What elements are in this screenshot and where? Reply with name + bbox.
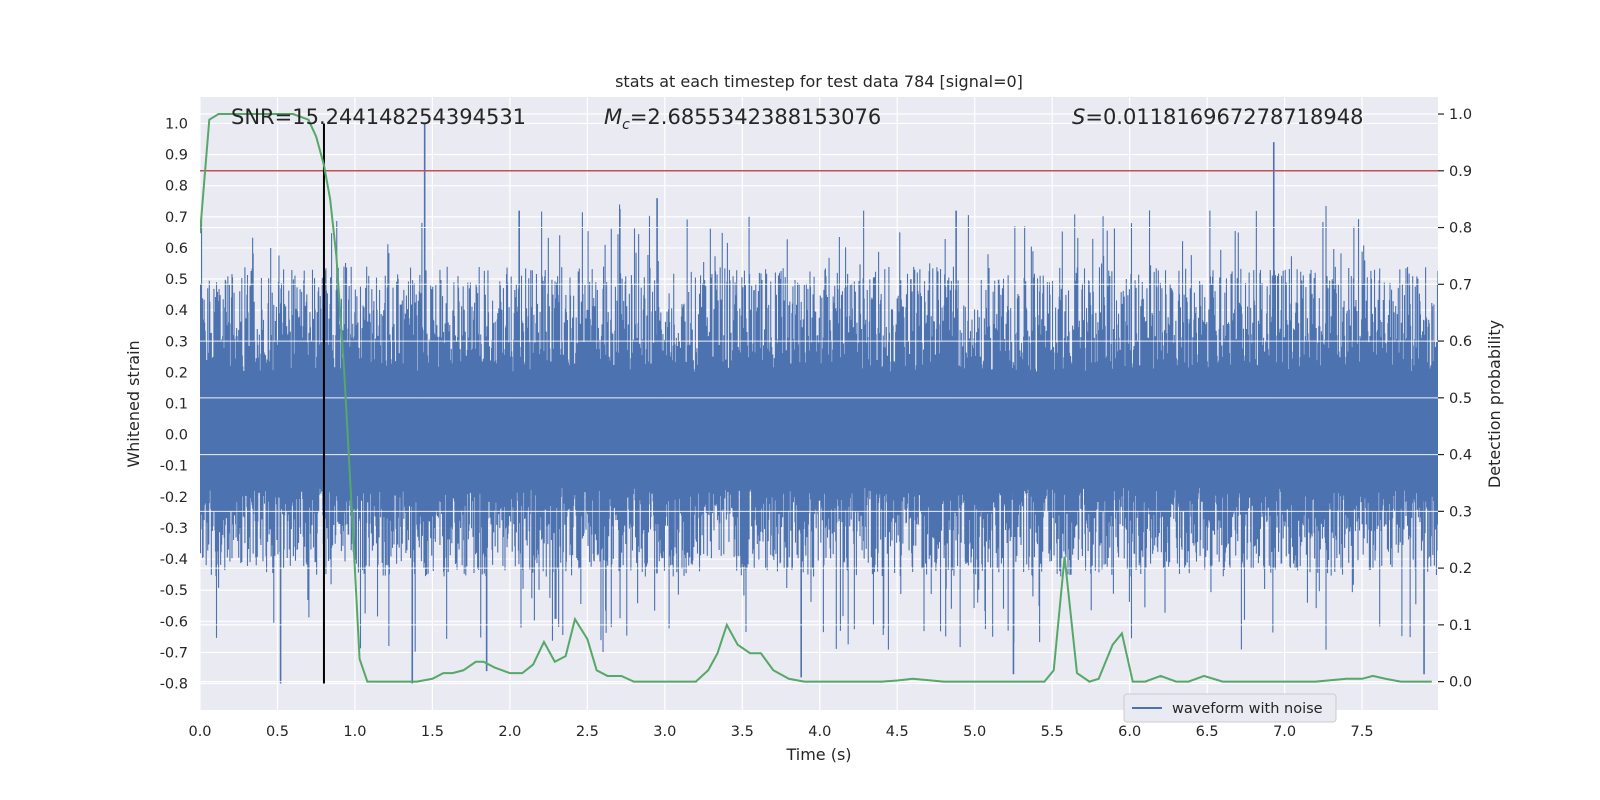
y-tick-label: -0.1 [160,459,188,475]
y-tick-label: -0.8 [160,677,188,693]
y-tick-label: 0.7 [165,210,188,226]
chirp-mass-symbol: M [604,105,622,129]
x-tick-label: 4.0 [808,724,831,740]
reference-lines [200,123,1438,684]
y-tick-label: 0.8 [165,179,188,195]
y2-tick-label: 0.5 [1449,391,1472,407]
x-tick-label: 3.0 [653,724,676,740]
legend: waveform with noise [1123,693,1337,723]
x-tick-label: 5.0 [963,724,986,740]
y-tick-label: 0.5 [165,272,188,288]
x-tick-label: 0.5 [266,724,289,740]
y2-tick-label: 0.3 [1449,504,1472,520]
y-tick-label: 0.3 [165,334,188,350]
chirp-mass-value: =2.6855342388153076 [630,105,881,129]
snr-annotation: SNR=15.244148254394531 [231,105,526,129]
y-ticks: 1.0 0.9 0.8 0.7 0.6 0.5 0.4 0.3 0.2 0.1 0.0 -0.1 -0.… [160,116,188,692]
chirp-mass-subscript: c [622,117,630,133]
y-tick-label: -0.5 [160,583,188,599]
y-tick-label: -0.3 [160,521,188,537]
x-axis-label: Time (s) [785,745,851,764]
y2-ticks: 1.0 0.9 0.8 0.7 0.6 0.5 0.4 0.3 0.2 0.1 0.0 [1438,107,1472,691]
y-tick-label: -0.6 [160,614,188,630]
x-tick-label: 1.5 [421,724,444,740]
y2-axis-label: Detection probability [1485,320,1504,488]
x-tick-label: 1.0 [343,724,366,740]
y-axis-label: Whitened strain [124,340,143,467]
y-tick-label: 0.4 [165,303,188,319]
x-tick-label: 4.5 [886,724,909,740]
y-tick-label: 0.9 [165,148,188,164]
legend-box [1123,693,1337,723]
x-tick-label: 7.5 [1351,724,1374,740]
y2-tick-label: 0.2 [1449,561,1472,577]
x-tick-label: 0.0 [188,724,211,740]
x-ticks: 0.0 0.5 1.0 1.5 2.0 2.5 3.0 3.5 4.0 4.5 5.0 5.5 6.0 6… [188,724,1373,740]
probability-series [200,113,1432,683]
probability-curve [200,113,1432,683]
y2-tick-label: 0.8 [1449,221,1472,237]
chart-title: stats at each timestep for test data 784… [615,72,1023,91]
x-tick-label: 5.5 [1041,724,1064,740]
y2-tick-label: 0.7 [1449,277,1472,293]
y-tick-label: 1.0 [165,116,188,132]
x-tick-label: 6.0 [1118,724,1141,740]
s-annotation: S=0.011816967278718948 [1072,105,1363,129]
x-tick-label: 2.0 [498,724,521,740]
x-tick-label: 2.5 [576,724,599,740]
y2-tick-label: 0.9 [1449,164,1472,180]
y2-tick-label: 0.0 [1449,675,1472,691]
chirp-mass-annotation: Mc=2.6855342388153076 [604,105,881,133]
x-tick-label: 7.0 [1273,724,1296,740]
s-value: =0.011816967278718948 [1085,105,1363,129]
s-symbol: S [1072,105,1085,129]
y2-tick-label: 0.6 [1449,334,1472,350]
y-tick-label: 0.1 [165,397,188,413]
y-tick-label: -0.4 [160,552,188,568]
waveform-series [200,113,1438,684]
y2-tick-label: 1.0 [1449,107,1472,123]
y-tick-label: 0.6 [165,241,188,257]
y2-tick-label: 0.4 [1449,448,1472,464]
x-tick-label: 3.5 [731,724,754,740]
waveform-core [200,378,1438,488]
y-tick-label: 0.0 [165,428,188,444]
y2-tick-label: 0.1 [1449,618,1472,634]
x-tick-label: 6.5 [1196,724,1219,740]
y-tick-label: 0.2 [165,365,188,381]
legend-label-waveform: waveform with noise [1172,701,1323,717]
y-tick-label: -0.2 [160,490,188,506]
y-tick-label: -0.7 [160,645,188,661]
